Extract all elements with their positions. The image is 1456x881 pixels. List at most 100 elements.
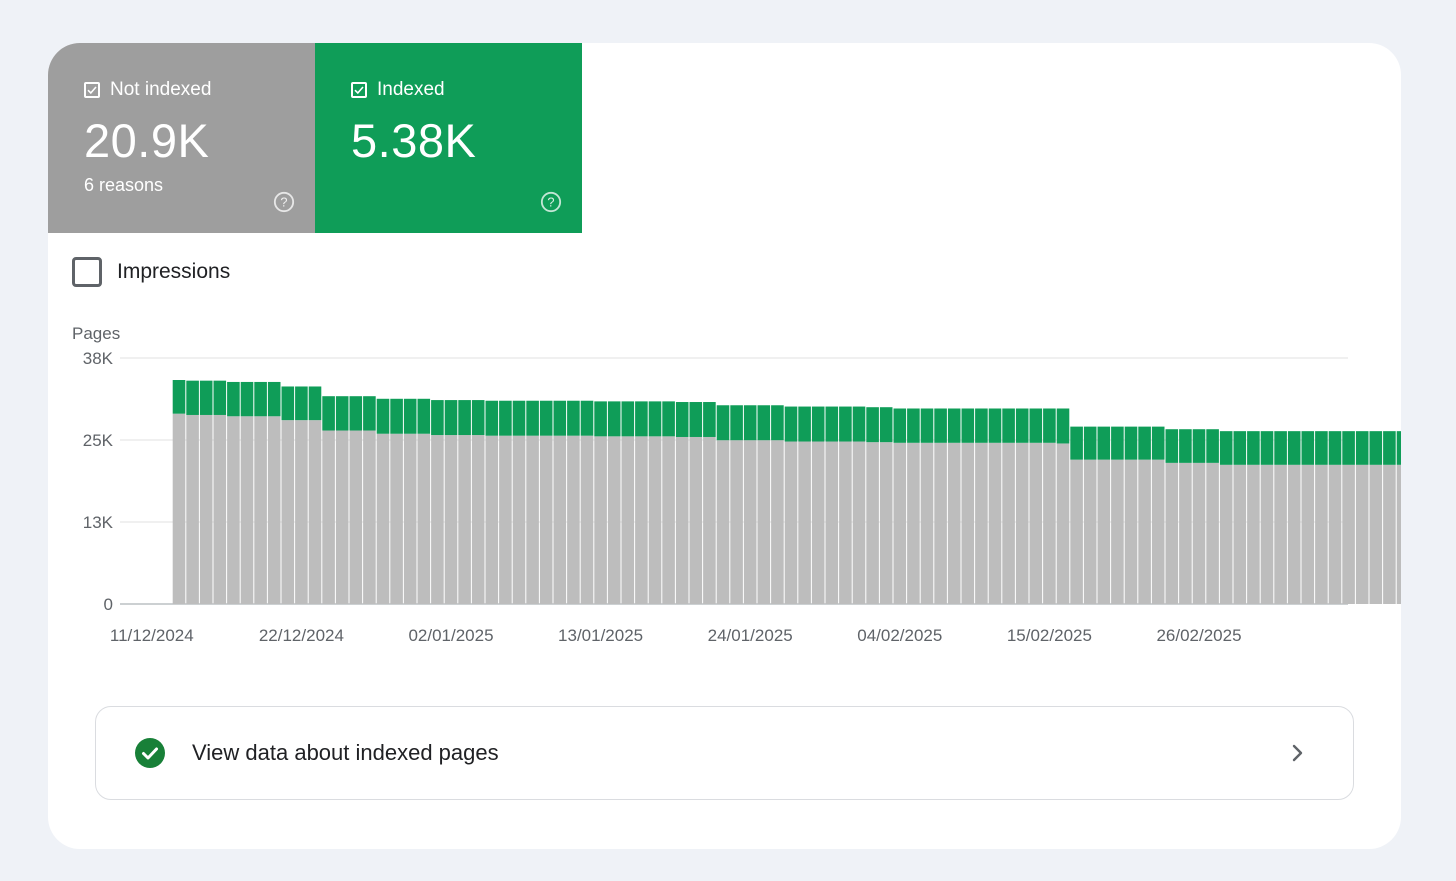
bar-not-indexed: [743, 440, 757, 604]
bar-not-indexed: [784, 441, 798, 604]
bar-not-indexed: [893, 442, 907, 604]
bar-not-indexed: [1383, 464, 1396, 604]
bar-not-indexed: [1179, 462, 1192, 604]
bar-indexed: [703, 402, 716, 437]
bar-indexed: [1029, 408, 1043, 443]
bar-not-indexed: [771, 440, 784, 604]
indexed-label: Indexed: [377, 79, 445, 100]
help-icon[interactable]: ?: [540, 191, 562, 213]
bar-not-indexed: [335, 430, 349, 604]
bar-not-indexed: [172, 413, 186, 604]
bar-indexed: [1097, 426, 1111, 460]
bar-not-indexed: [363, 430, 376, 604]
impressions-toggle[interactable]: Impressions: [72, 257, 230, 287]
bar-not-indexed: [403, 433, 417, 604]
bar-not-indexed: [199, 414, 213, 604]
bar-indexed: [975, 408, 988, 443]
indexed-tile[interactable]: Indexed 5.38K ?: [315, 43, 582, 233]
bar-indexed: [1383, 431, 1396, 465]
chevron-right-icon: [1292, 744, 1303, 762]
bar-not-indexed: [485, 435, 499, 604]
bar-not-indexed: [757, 440, 771, 604]
bar-not-indexed: [254, 416, 267, 604]
not-indexed-tile[interactable]: Not indexed 20.9K 6 reasons ?: [48, 43, 315, 233]
bar-indexed: [186, 380, 199, 415]
bar-indexed: [934, 408, 947, 443]
view-indexed-pages-label: View data about indexed pages: [192, 740, 499, 765]
bar-indexed: [920, 408, 934, 443]
impressions-label: Impressions: [117, 260, 231, 283]
x-tick-label: 11/12/2024: [110, 626, 194, 645]
bar-not-indexed: [1138, 459, 1151, 604]
bar-not-indexed: [539, 435, 553, 604]
bar-indexed: [281, 386, 295, 421]
bar-indexed: [961, 408, 975, 443]
y-axis-label: Pages: [72, 324, 120, 343]
bar-not-indexed: [240, 416, 254, 604]
bar-indexed: [499, 400, 512, 436]
bar-indexed: [512, 400, 526, 436]
bar-indexed: [539, 400, 553, 436]
bar-indexed: [784, 406, 798, 442]
bar-not-indexed: [1083, 459, 1097, 604]
bar-indexed: [390, 398, 403, 434]
bar-indexed: [825, 406, 839, 442]
y-tick-label: 25K: [83, 431, 114, 450]
bar-indexed: [757, 405, 771, 441]
bar-not-indexed: [512, 435, 526, 604]
bar-not-indexed: [431, 435, 444, 604]
help-icon[interactable]: ?: [273, 191, 295, 213]
bar-not-indexed: [322, 430, 335, 604]
x-tick-label: 13/01/2025: [558, 626, 643, 645]
not-indexed-checkbox[interactable]: [84, 82, 100, 98]
bar-not-indexed: [1369, 464, 1383, 604]
impressions-checkbox[interactable]: [72, 257, 102, 287]
bar-indexed: [621, 401, 635, 437]
bar-indexed: [403, 398, 417, 434]
indexed-checkbox[interactable]: [351, 82, 367, 98]
bar-indexed: [1192, 429, 1206, 463]
bar-indexed: [376, 398, 390, 434]
view-indexed-pages-button[interactable]: View data about indexed pages: [95, 706, 1354, 800]
bar-not-indexed: [1396, 464, 1401, 604]
bar-indexed: [1002, 408, 1015, 443]
bar-not-indexed: [444, 435, 458, 604]
bar-not-indexed: [839, 441, 852, 604]
y-tick-label: 38K: [83, 349, 114, 368]
bar-not-indexed: [390, 433, 403, 604]
bar-indexed: [1355, 431, 1369, 465]
indexed-value: 5.38K: [351, 114, 477, 167]
bar-not-indexed: [526, 435, 539, 604]
bar-indexed: [213, 380, 227, 415]
bar-indexed: [771, 405, 784, 441]
bar-not-indexed: [1328, 464, 1342, 604]
bar-not-indexed: [580, 435, 594, 604]
bar-not-indexed: [1097, 459, 1111, 604]
x-tick-labels: 11/12/2024 22/12/2024 02/01/2025 13/01/2025…: [110, 626, 1242, 645]
bar-not-indexed: [798, 441, 811, 604]
bar-not-indexed: [1219, 464, 1233, 604]
bar-indexed: [1396, 431, 1401, 465]
bar-not-indexed: [186, 414, 199, 604]
bar-indexed: [1287, 431, 1301, 465]
bar-not-indexed: [458, 435, 471, 604]
bar-not-indexed: [907, 442, 920, 604]
bar-indexed: [852, 406, 866, 442]
bar-not-indexed: [1124, 459, 1138, 604]
bar-indexed: [1247, 431, 1260, 465]
bar-not-indexed: [227, 416, 240, 604]
bar-indexed: [839, 406, 852, 442]
bar-not-indexed: [1015, 442, 1029, 604]
bar-not-indexed: [1342, 464, 1355, 604]
bar-indexed: [594, 401, 607, 437]
y-tick-label: 0: [104, 595, 113, 614]
bar-not-indexed: [852, 441, 866, 604]
bar-indexed: [1233, 431, 1247, 465]
bar-indexed: [893, 408, 907, 443]
bar-not-indexed: [975, 442, 988, 604]
bar-indexed: [1083, 426, 1097, 460]
bar-not-indexed: [607, 436, 621, 604]
bar-indexed: [199, 380, 213, 415]
indexing-card: Not indexed 20.9K 6 reasons ? Indexed 5.…: [48, 43, 1401, 849]
bar-indexed: [1219, 431, 1233, 465]
